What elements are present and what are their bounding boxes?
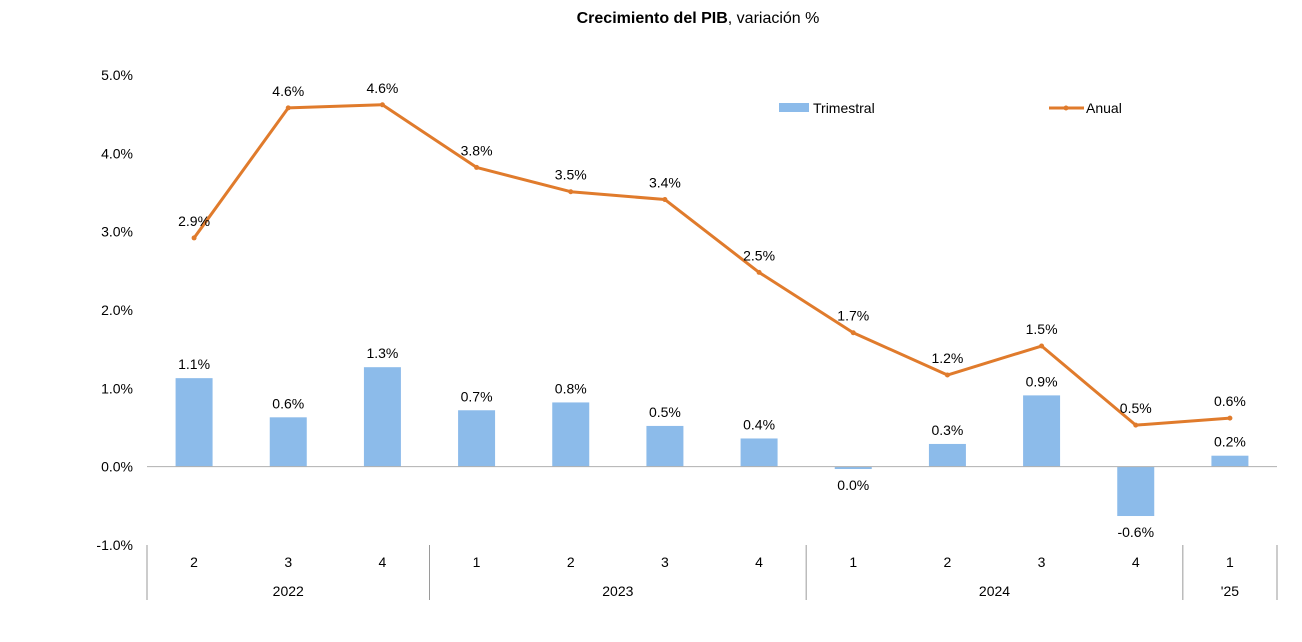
legend-label-anual: Anual	[1086, 100, 1122, 116]
y-tick-label: 1.0%	[101, 380, 133, 396]
bar-trimestral	[646, 425, 684, 467]
bar-data-label: 0.6%	[272, 395, 304, 411]
point-anual	[379, 102, 385, 108]
bar-trimestral	[269, 417, 307, 467]
x-tick-label: 3	[1038, 554, 1046, 570]
line-data-label: 4.6%	[366, 80, 398, 96]
legend-swatch-trimestral	[779, 103, 809, 112]
y-axis: 5.0% 4.0% 3.0% 2.0% 1.0% 0.0% -1.0%	[96, 67, 133, 553]
line-data-label: 1.5%	[1026, 321, 1058, 337]
chart-title-bold: Crecimiento del PIB	[577, 10, 728, 27]
point-anual	[191, 235, 197, 241]
legend: Trimestral Anual	[779, 100, 1122, 116]
point-anual	[662, 197, 668, 203]
line-series-anual	[191, 102, 1233, 428]
x-tick-label: 3	[661, 554, 669, 570]
bar-trimestral	[834, 466, 872, 470]
x-tick-label: 4	[379, 554, 387, 570]
x-year-label: '25	[1221, 583, 1239, 599]
x-tick-label: 1	[849, 554, 857, 570]
bar-data-label: 0.8%	[555, 380, 587, 396]
y-tick-label: -1.0%	[96, 537, 133, 553]
y-tick-label: 4.0%	[101, 145, 133, 161]
point-anual	[850, 330, 856, 336]
legend-label-trimestral: Trimestral	[813, 100, 875, 116]
line-data-label: 1.7%	[837, 308, 869, 324]
chart-title-rest: , variación %	[728, 10, 820, 27]
legend-marker-anual	[1063, 105, 1069, 111]
bar-trimestral	[363, 367, 401, 467]
bar-data-label: 0.7%	[461, 388, 493, 404]
bar-data-label: 0.4%	[743, 416, 775, 432]
bar-data-label: 0.5%	[649, 404, 681, 420]
y-tick-label: 2.0%	[101, 302, 133, 318]
bar-trimestral	[458, 410, 496, 467]
bar-trimestral	[1211, 455, 1249, 467]
bar-data-label: 0.3%	[931, 422, 963, 438]
y-tick-label: 3.0%	[101, 224, 133, 240]
line-data-label: 4.6%	[272, 83, 304, 99]
bar-data-label: 0.0%	[837, 477, 869, 493]
point-anual	[568, 189, 574, 195]
x-axis: 2 3 4 1 2 3 4 1 2 3 4 1 2022 2023 2024 '25	[146, 545, 1278, 600]
point-anual	[1039, 343, 1045, 349]
bar-trimestral	[175, 378, 213, 467]
point-anual	[285, 105, 291, 111]
x-tick-label: 2	[944, 554, 952, 570]
line-data-label: 0.5%	[1120, 400, 1152, 416]
x-year-label: 2023	[602, 583, 633, 599]
line-data-label: 1.2%	[931, 350, 963, 366]
line-data-label: 2.5%	[743, 247, 775, 263]
x-tick-label: 1	[1226, 554, 1234, 570]
line-data-label: 3.8%	[461, 142, 493, 158]
data-labels: 1.1% 0.6% 1.3% 0.7% 0.8% 0.5% 0.4% 0.0% 0.3% 0.9%…	[178, 80, 1246, 540]
bar-trimestral	[1117, 466, 1155, 517]
x-tick-label: 2	[190, 554, 198, 570]
bar-data-label: 0.9%	[1026, 373, 1058, 389]
x-tick-label: 4	[1132, 554, 1140, 570]
x-tick-label: 3	[284, 554, 292, 570]
line-data-label: 3.5%	[555, 167, 587, 183]
bar-data-label: 1.1%	[178, 356, 210, 372]
line-data-label: 3.4%	[649, 175, 681, 191]
bar-trimestral	[740, 438, 778, 467]
x-tick-label: 2	[567, 554, 575, 570]
bar-data-label: 0.2%	[1214, 434, 1246, 450]
line-data-label: 0.6%	[1214, 393, 1246, 409]
bar-trimestral	[552, 402, 590, 467]
point-anual	[1133, 422, 1139, 428]
bar-data-label: 1.3%	[366, 345, 398, 361]
point-anual	[1227, 415, 1233, 421]
y-tick-label: 0.0%	[101, 459, 133, 475]
bar-trimestral	[928, 443, 966, 467]
bar-series-trimestral	[175, 367, 1249, 517]
x-tick-label: 1	[473, 554, 481, 570]
point-anual	[944, 372, 950, 378]
x-tick-label: 4	[755, 554, 763, 570]
x-year-label: 2022	[273, 583, 304, 599]
chart-title: Crecimiento del PIB, variación %	[577, 10, 820, 27]
bar-data-label: -0.6%	[1117, 524, 1154, 540]
line-anual	[192, 103, 1231, 427]
point-anual	[474, 164, 480, 170]
line-data-label: 2.9%	[178, 213, 210, 229]
bar-trimestral	[1023, 395, 1061, 467]
y-tick-label: 5.0%	[101, 67, 133, 83]
point-anual	[756, 269, 762, 275]
x-year-label: 2024	[979, 583, 1010, 599]
